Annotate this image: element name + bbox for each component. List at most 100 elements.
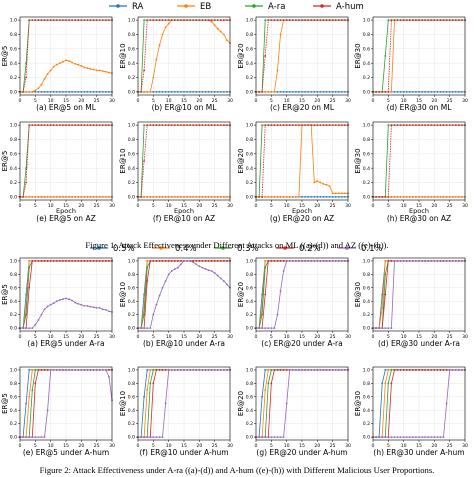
data-point xyxy=(433,436,436,438)
data-point xyxy=(445,91,448,93)
data-point xyxy=(219,91,222,93)
data-point xyxy=(213,24,216,26)
y-tick-label: 0.2 xyxy=(363,75,370,81)
data-point xyxy=(146,19,149,21)
data-point xyxy=(28,19,31,21)
data-point xyxy=(95,260,98,262)
data-point xyxy=(273,91,276,93)
data-point xyxy=(143,124,146,126)
x-tick-label: 30 xyxy=(109,443,115,449)
data-point xyxy=(55,300,58,303)
panel-caption: (g) ER@20 under A-hum xyxy=(256,448,347,457)
y-tick-label: 0.0 xyxy=(10,435,17,441)
data-point xyxy=(295,124,297,126)
data-point xyxy=(59,91,61,93)
data-point xyxy=(304,369,306,371)
data-point xyxy=(204,19,207,21)
data-point xyxy=(430,369,433,371)
data-point xyxy=(71,369,73,371)
data-point xyxy=(92,91,95,93)
data-point xyxy=(65,196,67,198)
data-point xyxy=(31,389,34,391)
y-tick-label: 0.6 xyxy=(246,285,253,291)
x-tick-label: 20 xyxy=(431,203,437,209)
data-point xyxy=(313,19,316,21)
data-point xyxy=(46,19,49,21)
data-point xyxy=(155,369,158,371)
y-tick-label: 0.2 xyxy=(246,180,253,186)
data-point xyxy=(337,196,340,198)
data-point xyxy=(337,260,340,262)
data-point xyxy=(427,91,430,93)
fig1-panel-b: 0.0 0.2 0.4 0.6 0.8 1.0 0 5 10 15 20 25 30 ER@10 (b) E… xyxy=(119,16,233,112)
x-tick-label: 20 xyxy=(78,334,84,340)
data-point xyxy=(276,69,279,72)
data-point xyxy=(86,305,89,307)
data-point xyxy=(195,124,198,126)
data-point xyxy=(390,124,393,126)
data-point xyxy=(424,124,426,126)
data-point xyxy=(98,91,101,93)
data-point xyxy=(405,369,408,371)
x-tick-label: 15 xyxy=(416,98,422,104)
data-point xyxy=(331,91,334,93)
x-axis-label: Epoch xyxy=(56,207,76,215)
data-point xyxy=(430,124,433,126)
x-tick-label: 5 xyxy=(387,203,390,209)
data-point xyxy=(83,196,86,198)
data-point xyxy=(149,124,152,126)
series-ahum xyxy=(372,19,466,93)
data-point xyxy=(393,19,396,21)
data-point xyxy=(415,124,417,126)
data-point xyxy=(341,192,343,195)
y-tick-label: 1.0 xyxy=(128,18,135,24)
data-point xyxy=(77,19,80,21)
data-point xyxy=(105,70,107,73)
data-point xyxy=(164,369,167,371)
data-point xyxy=(164,91,167,93)
data-point xyxy=(387,260,390,262)
data-point xyxy=(98,196,101,198)
data-point xyxy=(108,196,110,198)
y-tick-label: 0.0 xyxy=(128,89,135,95)
data-point xyxy=(418,436,420,438)
data-point xyxy=(415,260,417,262)
data-point xyxy=(216,27,219,30)
x-tick-label: 15 xyxy=(299,98,305,104)
legend-label: 0.3% xyxy=(237,244,259,254)
data-point xyxy=(313,196,316,198)
data-point xyxy=(37,260,40,262)
data-point xyxy=(267,19,270,21)
legend-entry-eb: EB xyxy=(177,2,211,12)
data-point xyxy=(267,327,270,329)
data-point xyxy=(28,266,31,269)
data-point xyxy=(412,369,414,371)
data-point xyxy=(442,369,445,371)
data-point xyxy=(325,183,328,186)
data-point xyxy=(158,44,161,47)
x-tick-label: 5 xyxy=(152,443,155,449)
data-point xyxy=(273,436,276,438)
data-point xyxy=(183,196,185,198)
data-point xyxy=(439,91,442,93)
y-tick-label: 0.0 xyxy=(246,326,253,332)
data-point xyxy=(213,369,216,371)
data-point xyxy=(405,196,408,198)
data-point xyxy=(152,196,155,198)
x-axis-label: Epoch xyxy=(174,207,194,215)
data-point xyxy=(270,436,273,438)
legend-label: A-ra xyxy=(268,2,285,12)
data-point xyxy=(43,308,46,311)
data-point xyxy=(143,160,146,162)
data-point xyxy=(108,19,110,21)
data-point xyxy=(83,124,86,126)
y-tick-label: 0.2 xyxy=(363,312,370,318)
data-point xyxy=(43,260,46,262)
y-tick-label: 0.6 xyxy=(246,394,253,400)
x-tick-label: 15 xyxy=(299,334,305,340)
data-point xyxy=(378,327,380,329)
data-point xyxy=(105,19,107,21)
y-tick-label: 1.0 xyxy=(246,259,253,265)
data-point xyxy=(341,196,343,198)
y-axis-label: ER@30 xyxy=(354,43,362,68)
